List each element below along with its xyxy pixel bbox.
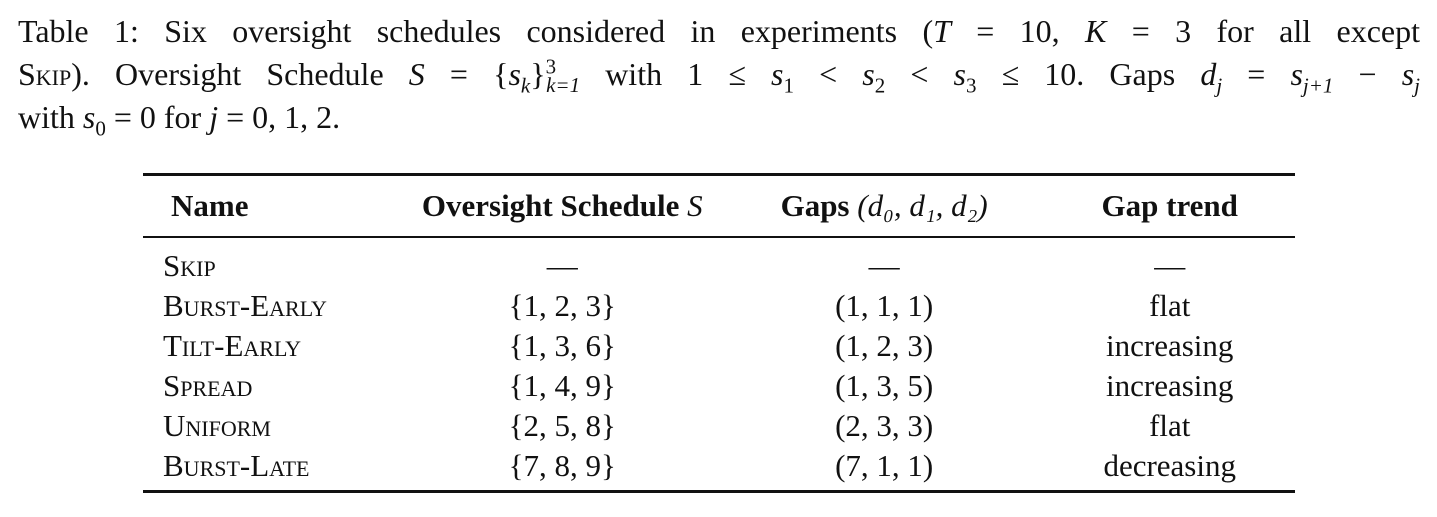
math-s3: s xyxy=(953,56,966,92)
header-schedule-math: S xyxy=(687,188,703,223)
cell-name: Spread xyxy=(163,368,253,403)
table-row: Spread {1, 4, 9} (1, 3, 5) increasing xyxy=(143,366,1295,406)
cell-name: Burst-Early xyxy=(163,288,327,323)
cell-trend: increasing xyxy=(1106,368,1234,403)
header-schedule: Oversight Schedule S xyxy=(401,175,724,238)
cell-trend: flat xyxy=(1149,288,1191,323)
math-dj: d xyxy=(1200,56,1217,92)
math-sj: s xyxy=(1401,56,1415,92)
cell-gaps: (7, 1, 1) xyxy=(835,448,934,483)
cell-name: Burst-Late xyxy=(163,448,310,483)
cell-gaps: (1, 3, 5) xyxy=(835,368,934,403)
math-sub: k=1 xyxy=(546,73,581,98)
schedules-table-container: Name Oversight Schedule S Gaps (d₀, d₁, … xyxy=(143,173,1295,493)
cell-trend: flat xyxy=(1149,408,1191,443)
caption-text: with 1 ≤ xyxy=(580,56,772,92)
table-row: Burst-Early {1, 2, 3} (1, 1, 1) flat xyxy=(143,286,1295,326)
math-sub: j xyxy=(1216,73,1223,98)
header-trend: Gap trend xyxy=(1101,188,1238,223)
math-K: K xyxy=(1085,13,1107,49)
cell-gaps: — xyxy=(868,248,900,283)
math-s2: s xyxy=(862,56,875,92)
math-sub: j+1 xyxy=(1302,73,1334,98)
cell-schedule: {1, 3, 6} xyxy=(508,328,616,363)
caption-text: with xyxy=(18,99,83,135)
caption-text: = xyxy=(1222,56,1291,92)
table-row: Burst-Late {7, 8, 9} (7, 1, 1) decreasin… xyxy=(143,446,1295,492)
header-schedule-label: Oversight Schedule xyxy=(421,188,688,223)
caption-line-1: Table 1: Six oversight schedules conside… xyxy=(18,10,1420,53)
header-name: Name xyxy=(171,188,249,223)
math-sub: 1 xyxy=(783,73,794,98)
header-gaps: Gaps (d₀, d₁, d₂) xyxy=(724,175,1045,238)
cell-gaps: (1, 1, 1) xyxy=(835,288,934,323)
caption-text: } xyxy=(530,56,546,92)
caption-text: ≤ 10. Gaps xyxy=(976,56,1201,92)
caption-line-3: with s0 = 0 for j = 0, 1, 2. xyxy=(18,96,1420,139)
math-s: s xyxy=(508,56,521,92)
caption-text: < xyxy=(885,56,954,92)
table-caption: Table 1: Six oversight schedules conside… xyxy=(18,10,1420,139)
math-sub: 0 xyxy=(95,116,106,141)
caption-text: = 10, xyxy=(950,13,1086,49)
caption-text: ). Oversight Schedule xyxy=(71,56,409,92)
math-j: j xyxy=(209,99,219,135)
math-sub: 3 xyxy=(965,73,977,98)
cell-name: Uniform xyxy=(163,408,271,443)
header-gaps-math: (d₀, d₁, d₂) xyxy=(857,188,988,223)
caption-text: Table 1: Six oversight schedules conside… xyxy=(18,13,934,49)
table-row: Skip — — — xyxy=(143,237,1295,286)
caption-text: = 3 for all except xyxy=(1106,13,1421,49)
math-S: S xyxy=(408,56,425,92)
math-sj1: s xyxy=(1290,56,1303,92)
cell-schedule: {2, 5, 8} xyxy=(508,408,616,443)
cell-gaps: (1, 2, 3) xyxy=(835,328,934,363)
cell-trend: decreasing xyxy=(1103,448,1236,483)
caption-text: < xyxy=(793,56,863,92)
cell-schedule: {1, 4, 9} xyxy=(508,368,616,403)
header-row: Name Oversight Schedule S Gaps (d₀, d₁, … xyxy=(143,174,1295,238)
math-sub: j xyxy=(1414,73,1421,98)
cell-gaps: (2, 3, 3) xyxy=(835,408,934,443)
caption-text: − xyxy=(1333,56,1402,92)
schedules-table: Name Oversight Schedule S Gaps (d₀, d₁, … xyxy=(143,173,1295,493)
caption-text: = { xyxy=(424,56,509,92)
cell-trend: — xyxy=(1154,248,1186,283)
math-sup: 3 xyxy=(545,54,557,79)
cell-schedule: — xyxy=(546,248,578,283)
cell-trend: increasing xyxy=(1106,328,1234,363)
math-s0: s xyxy=(82,99,96,135)
header-gaps-label: Gaps xyxy=(780,188,858,223)
caption-skip-name: Skip xyxy=(18,56,72,92)
table-row: Tilt-Early {1, 3, 6} (1, 2, 3) increasin… xyxy=(143,326,1295,366)
math-sub-k: k xyxy=(520,73,531,98)
cell-schedule: {7, 8, 9} xyxy=(508,448,616,483)
math-T: T xyxy=(933,13,951,49)
math-sub: 2 xyxy=(874,73,886,98)
cell-name: Tilt-Early xyxy=(163,328,302,363)
caption-text: = 0 for xyxy=(105,99,210,135)
math-s1: s xyxy=(771,56,784,92)
table-body: Skip — — — Burst-Early {1, 2, 3} (1, 1, … xyxy=(143,237,1295,492)
caption-line-2: Skip). Oversight Schedule S = {sk}3k=1 w… xyxy=(18,53,1420,96)
cell-schedule: {1, 2, 3} xyxy=(508,288,616,323)
table-row: Uniform {2, 5, 8} (2, 3, 3) flat xyxy=(143,406,1295,446)
table-header: Name Oversight Schedule S Gaps (d₀, d₁, … xyxy=(143,174,1295,238)
caption-text: = 0, 1, 2. xyxy=(218,99,341,135)
cell-name: Skip xyxy=(163,248,216,283)
